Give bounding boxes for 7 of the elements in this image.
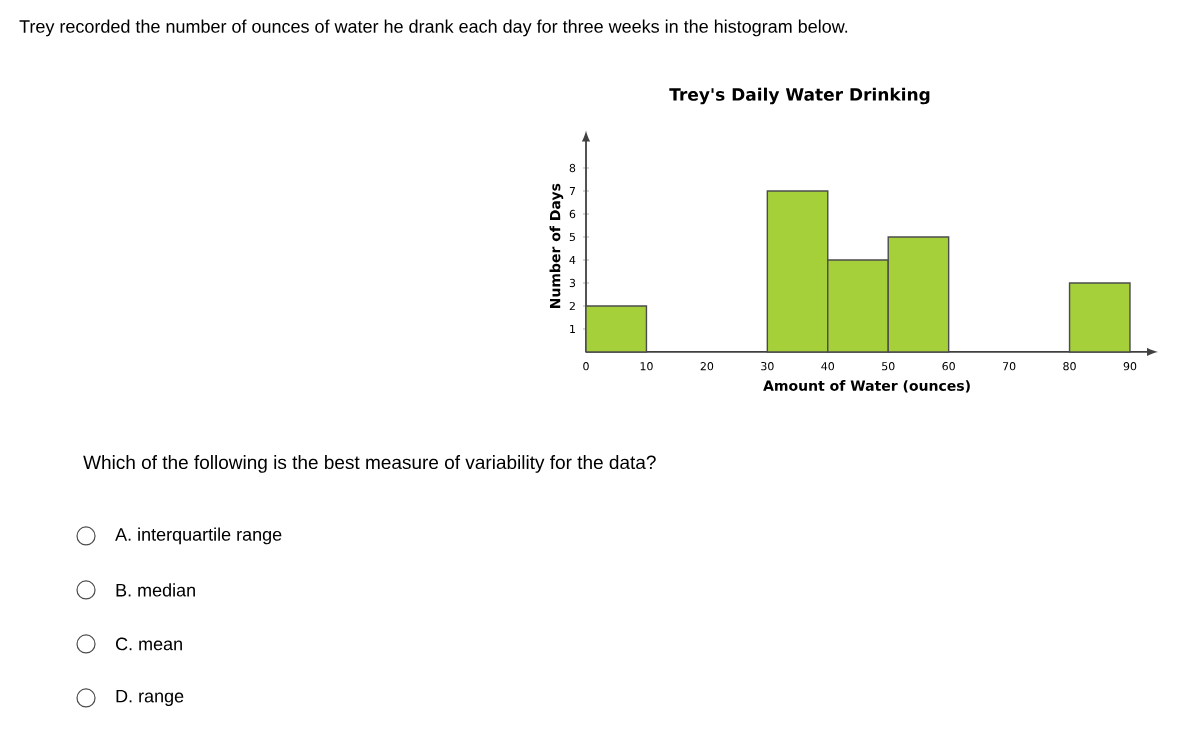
text: A. interquartile range: [115, 527, 282, 545]
text: Which of the following is the best measure of variability for the data?: [83, 455, 656, 473]
text: Trey recorded the number of ounces of water he drank each day for three weeks in the histogram below.: [19, 19, 848, 37]
text: C. mean: [116, 637, 182, 651]
text: D. range: [116, 689, 184, 707]
text: B. median: [116, 583, 195, 597]
chart-title: Trey's Daily Water Drinking: [669, 87, 930, 105]
